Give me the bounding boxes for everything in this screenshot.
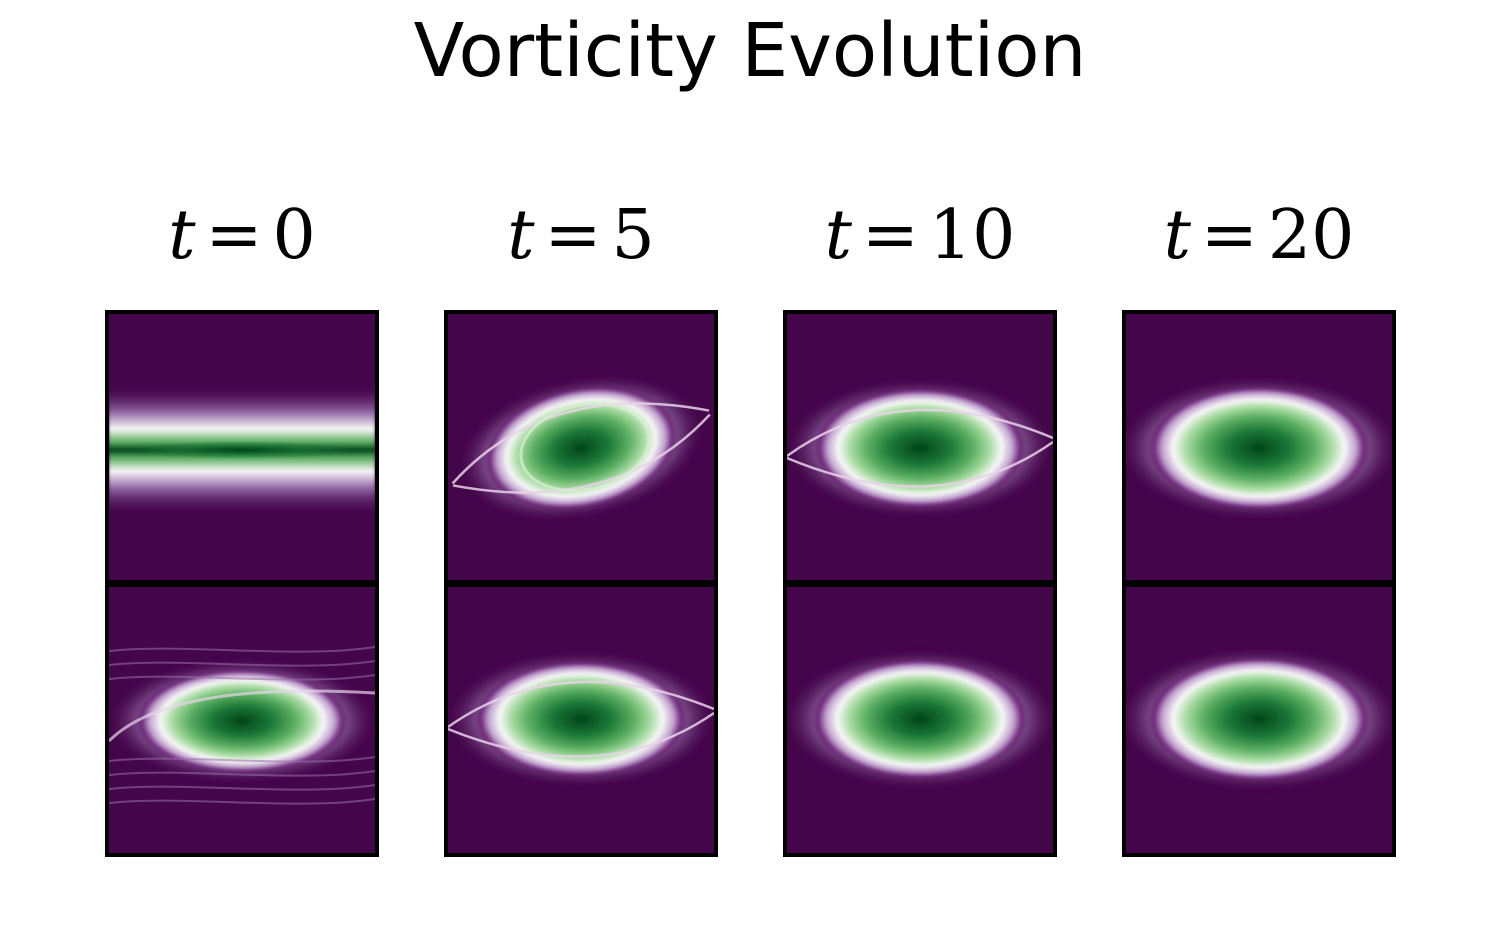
vorticity-field	[448, 587, 714, 853]
vorticity-panel	[444, 310, 718, 584]
vortex-core	[813, 659, 1026, 779]
vorticity-field	[109, 314, 375, 580]
vorticity-panel	[444, 583, 718, 857]
vorticity-panel	[105, 310, 379, 584]
panel-column-title: t = 20	[1122, 196, 1396, 275]
time-value: 0	[273, 196, 316, 275]
equals-sign: =	[862, 196, 919, 275]
equals-sign: =	[206, 196, 263, 275]
vortex-core	[1149, 386, 1369, 510]
vortex-core	[1149, 657, 1369, 781]
time-variable: t	[168, 196, 195, 275]
vorticity-field	[1126, 314, 1392, 580]
vorticity-panel	[105, 583, 379, 857]
time-value: 5	[612, 196, 655, 275]
vortex-core	[815, 388, 1025, 508]
vorticity-panel	[1122, 583, 1396, 857]
time-variable: t	[825, 196, 852, 275]
vorticity-panel	[783, 310, 1057, 584]
vorticity-field	[787, 587, 1053, 853]
time-value: 10	[929, 196, 1016, 275]
shear-layer-core	[132, 441, 352, 459]
vorticity-field	[1126, 587, 1392, 853]
vorticity-field	[787, 314, 1053, 580]
vorticity-panel	[1122, 310, 1396, 584]
figure-title: Vorticity Evolution	[0, 8, 1500, 94]
vortex-core	[476, 661, 686, 777]
time-variable: t	[507, 196, 534, 275]
vorticity-field	[109, 587, 375, 853]
time-value: 20	[1268, 196, 1355, 275]
equals-sign: =	[1201, 196, 1258, 275]
vorticity-panel	[783, 583, 1057, 857]
equals-sign: =	[545, 196, 602, 275]
panel-column-title: t = 0	[105, 196, 379, 275]
panel-column-title: t = 10	[783, 196, 1057, 275]
vortex-core	[137, 669, 347, 773]
panel-column-title: t = 5	[444, 196, 718, 275]
vorticity-field	[448, 314, 714, 580]
time-variable: t	[1164, 196, 1191, 275]
